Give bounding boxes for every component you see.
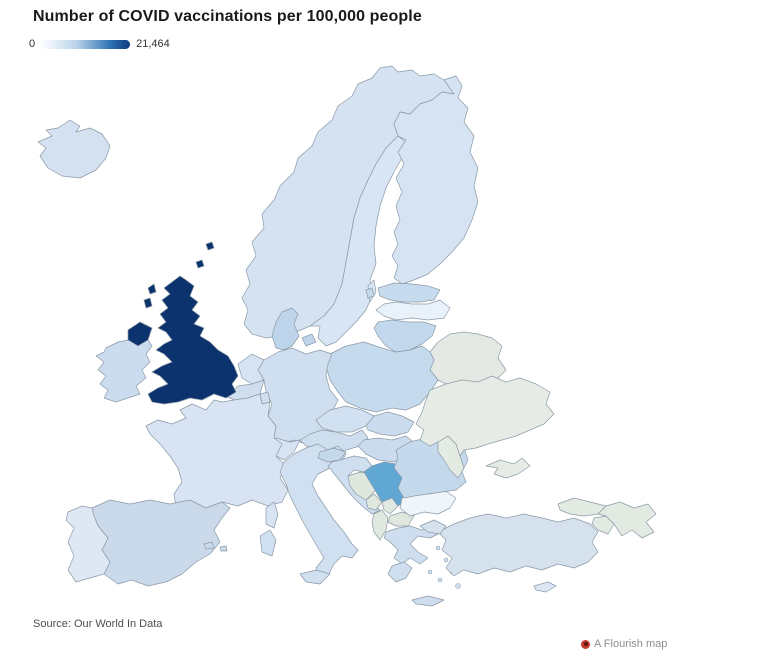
country-lithuania[interactable] <box>373 319 437 353</box>
country-azerbaijan[interactable] <box>597 501 657 539</box>
country-denmark[interactable] <box>271 307 300 351</box>
page-title: Number of COVID vaccinations per 100,000… <box>33 8 422 25</box>
country-uk[interactable] <box>147 275 239 405</box>
country-kosovo[interactable] <box>381 497 399 515</box>
island-crete[interactable] <box>411 595 445 607</box>
island-sicily[interactable] <box>299 569 331 585</box>
island-mallorca[interactable] <box>203 541 215 550</box>
island-orkney[interactable] <box>195 259 205 269</box>
legend-min-label: 0 <box>29 38 36 50</box>
country-france[interactable] <box>145 393 289 511</box>
country-greece[interactable] <box>383 525 443 565</box>
region-turkish-thrace[interactable] <box>419 519 447 535</box>
greek-island-dot[interactable] <box>427 569 433 575</box>
country-montenegro[interactable] <box>365 493 383 511</box>
island-saaremaa[interactable] <box>365 287 375 299</box>
country-turkey[interactable] <box>437 513 599 577</box>
island-shetland[interactable] <box>205 241 215 251</box>
region-peloponnese[interactable] <box>387 561 413 583</box>
legend-gradient-bar <box>41 39 131 49</box>
country-latvia[interactable] <box>375 299 451 321</box>
flourish-attribution-link[interactable]: A Flourish map <box>581 638 667 650</box>
color-legend: 0 21,464 <box>29 38 170 50</box>
country-finland[interactable] <box>391 75 479 285</box>
flourish-attribution-label: A Flourish map <box>594 638 668 650</box>
greek-island-dot[interactable] <box>443 557 449 563</box>
country-albania[interactable] <box>371 509 389 541</box>
country-ireland[interactable] <box>95 339 153 403</box>
island-sardinia[interactable] <box>259 529 277 557</box>
source-credit: Source: Our World In Data <box>33 618 163 630</box>
country-cyprus[interactable] <box>533 581 557 593</box>
island-rhodes[interactable] <box>455 583 461 589</box>
island-hebrides-2[interactable] <box>143 297 153 309</box>
country-estonia[interactable] <box>377 282 441 303</box>
legend-max-label: 21,464 <box>136 38 170 50</box>
island-corsica[interactable] <box>265 501 279 529</box>
country-italy[interactable] <box>279 443 359 579</box>
country-sweden[interactable] <box>309 135 409 347</box>
country-netherlands[interactable] <box>237 353 265 385</box>
island-menorca[interactable] <box>219 545 228 552</box>
flourish-logo-icon <box>581 639 590 649</box>
country-ukraine[interactable] <box>415 375 555 457</box>
region-crimea[interactable] <box>485 457 531 479</box>
greek-island-dot[interactable] <box>437 577 443 583</box>
island-hebrides-1[interactable] <box>147 283 157 295</box>
country-portugal[interactable] <box>65 505 111 583</box>
country-slovakia[interactable] <box>365 411 415 437</box>
country-poland[interactable] <box>325 341 439 413</box>
country-iceland[interactable] <box>37 119 111 179</box>
greek-island-dot[interactable] <box>435 545 441 551</box>
island-zealand[interactable] <box>301 333 317 347</box>
